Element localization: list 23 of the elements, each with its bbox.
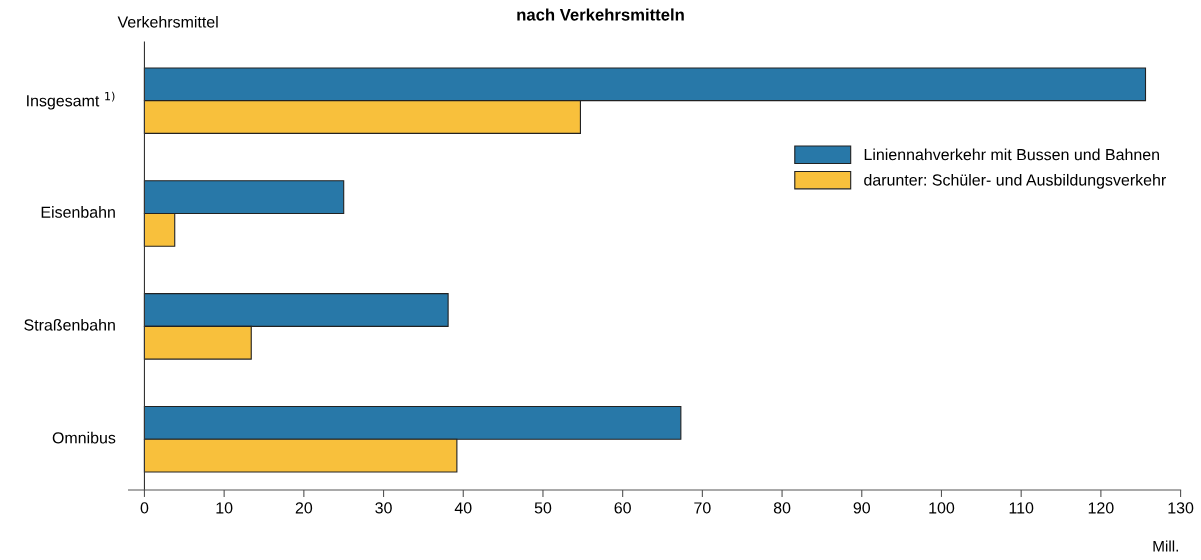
- chart-title: nach Verkehrsmitteln: [517, 8, 684, 21]
- x-tick-label: 10: [216, 502, 233, 514]
- legend-label: darunter: Schüler- und Ausbildungsverkehr: [864, 173, 1166, 189]
- x-tick-label: 80: [773, 502, 791, 514]
- y-tick-label: Straßenbahn: [24, 318, 115, 331]
- y-tick-label: Omnibus: [52, 431, 116, 444]
- x-tick-label: 110: [1009, 502, 1034, 514]
- legend-label: Liniennahverkehr mit Bussen und Bahnen: [864, 148, 1159, 161]
- x-tick-label: 60: [614, 502, 631, 514]
- x-axis-title: Mill.: [1153, 540, 1178, 552]
- x-tick-label: 50: [534, 502, 552, 514]
- y-tick-label: Eisenbahn: [41, 206, 115, 218]
- x-tick-label: 30: [375, 502, 392, 514]
- x-tick-label: 20: [295, 502, 313, 514]
- x-tick-label: 0: [140, 502, 149, 514]
- y-axis-title: Verkehrsmittel: [117, 15, 218, 28]
- x-tick-label: 90: [853, 502, 871, 514]
- x-tick-label: 100: [929, 502, 955, 514]
- x-tick-label: 40: [454, 502, 472, 514]
- y-tick-label: Insgesamt $^{1)}$: [27, 91, 115, 110]
- x-tick-label: 130: [1168, 502, 1194, 514]
- x-tick-label: 70: [694, 502, 711, 514]
- x-tick-label: 120: [1088, 502, 1114, 514]
